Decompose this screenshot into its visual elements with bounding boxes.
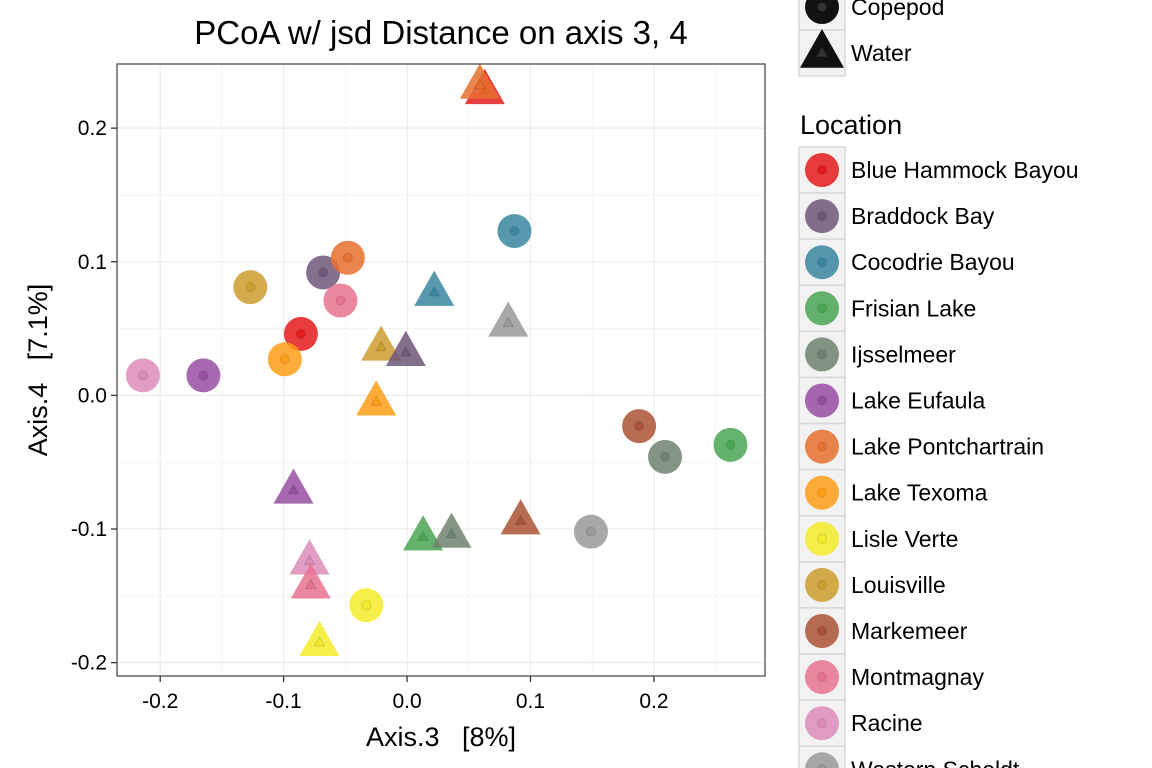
location-legend: Location Blue Hammock Bayou Braddock Bay C… <box>798 110 1079 768</box>
location-legend-item: Louisville <box>798 561 946 609</box>
water-point <box>403 515 444 551</box>
location-legend-label: Cocodrie Bayou <box>851 249 1015 275</box>
location-legend-label: Lake Texoma <box>851 480 988 506</box>
location-legend-item: Ijsselmeer <box>798 330 956 379</box>
copepod-point <box>330 240 365 275</box>
x-tick-label: 0.1 <box>516 690 545 713</box>
copepod-point <box>713 427 748 462</box>
copepod-point <box>186 358 221 393</box>
location-legend-item: Montmagnay <box>798 653 984 701</box>
shape-legend: Copepod Water <box>798 0 944 77</box>
x-axis-label: Axis.3 [8%] <box>366 722 516 752</box>
x-tick-label: -0.1 <box>266 690 302 713</box>
location-legend-item: Cocodrie Bayou <box>798 238 1015 286</box>
location-legend-item: Western Scheldt <box>798 745 1020 768</box>
copepod-point <box>267 342 302 377</box>
copepod-point <box>125 358 160 393</box>
location-legend-item: Lisle Verte <box>798 515 958 563</box>
water-point <box>361 325 402 361</box>
chart-title: PCoA w/ jsd Distance on axis 3, 4 <box>194 14 687 51</box>
water-point <box>431 512 472 548</box>
location-legend-label: Louisville <box>851 572 946 598</box>
location-legend-label: Western Scheldt <box>851 756 1020 768</box>
location-legend-item: Frisian Lake <box>798 284 976 333</box>
location-legend-label: Markemeer <box>851 618 968 644</box>
y-tick-label: 0.0 <box>78 384 107 407</box>
location-legend-label: Lake Eufaula <box>851 388 985 414</box>
x-axis: -0.2 -0.1 0.0 0.1 0.2 <box>142 676 669 713</box>
copepod-point <box>573 514 608 549</box>
location-legend-item: Lake Texoma <box>798 468 988 517</box>
copepod-point <box>622 409 657 444</box>
y-axis: -0.2 -0.1 0.0 0.1 0.2 <box>71 117 117 675</box>
location-legend-label: Braddock Bay <box>851 203 995 229</box>
copepod-point <box>648 439 683 474</box>
y-tick-label: -0.1 <box>71 518 107 541</box>
y-axis-label: Axis.4 [7.1%] <box>23 284 53 457</box>
shape-legend-label: Water <box>851 40 912 66</box>
water-point <box>500 499 541 535</box>
water-point <box>289 539 330 575</box>
water-point <box>459 63 500 99</box>
water-point <box>273 468 314 504</box>
water-point <box>290 563 331 599</box>
data-points <box>125 63 748 656</box>
location-legend-label: Blue Hammock Bayou <box>851 157 1079 183</box>
x-tick-label: -0.2 <box>142 690 178 713</box>
x-tick-label: 0.0 <box>392 690 421 713</box>
water-point <box>356 380 397 416</box>
y-tick-label: 0.1 <box>78 251 107 274</box>
location-legend-label: Racine <box>851 710 923 736</box>
copepod-point <box>497 214 532 249</box>
location-legend-label: Lake Pontchartrain <box>851 434 1044 460</box>
location-legend-label: Frisian Lake <box>851 295 976 321</box>
location-legend-item: Braddock Bay <box>798 192 995 240</box>
water-point <box>488 301 529 337</box>
y-tick-label: 0.2 <box>78 117 107 140</box>
location-legend-title: Location <box>800 110 902 140</box>
copepod-point <box>349 588 384 623</box>
location-legend-item: Blue Hammock Bayou <box>798 146 1079 194</box>
location-legend-item: Markemeer <box>798 607 968 655</box>
shape-legend-label: Copepod <box>851 0 944 20</box>
water-point <box>414 270 455 306</box>
copepod-point <box>233 270 268 305</box>
plot-background <box>117 64 765 676</box>
water-point <box>385 330 426 367</box>
location-legend-label: Lisle Verte <box>851 526 958 552</box>
shape-legend-item-water: Water <box>798 28 912 77</box>
location-legend-item: Racine <box>798 699 923 747</box>
copepod-point <box>283 316 318 351</box>
water-point <box>299 620 340 656</box>
location-legend-label: Ijsselmeer <box>851 341 956 367</box>
location-legend-label: Montmagnay <box>851 664 984 690</box>
plot-area <box>116 63 766 677</box>
copepod-point <box>306 255 341 290</box>
location-legend-item: Lake Pontchartrain <box>798 422 1044 471</box>
shape-legend-item-copepod: Copepod <box>798 0 944 31</box>
copepod-point <box>323 283 358 318</box>
plot-border <box>116 63 766 677</box>
y-tick-label: -0.2 <box>71 652 107 675</box>
location-legend-item: Lake Eufaula <box>798 376 985 425</box>
x-tick-label: 0.2 <box>639 690 668 713</box>
